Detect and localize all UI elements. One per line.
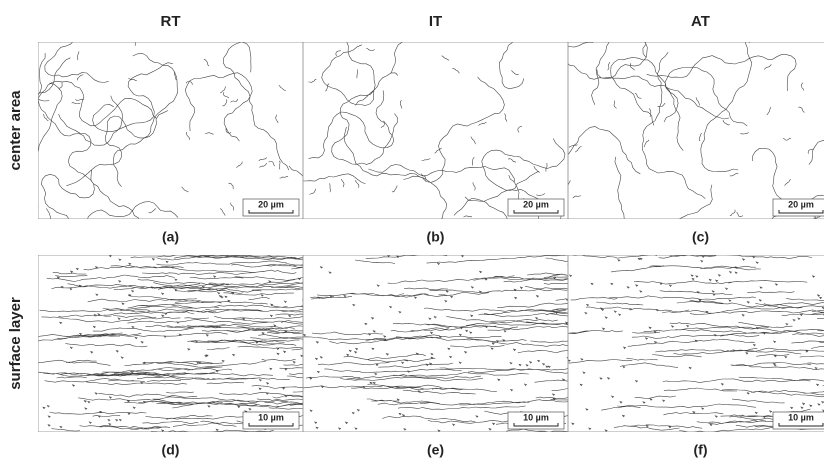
micrograph: 10 µm bbox=[559, 254, 824, 433]
column-header: AT bbox=[691, 13, 710, 30]
scale-bar-label: 20 µm bbox=[258, 199, 284, 209]
panel-caption: (b) bbox=[427, 229, 445, 245]
column-header: RT bbox=[161, 13, 181, 30]
row-label: surface layer bbox=[7, 297, 24, 390]
scale-bar-label: 20 µm bbox=[788, 199, 814, 209]
panel-bg bbox=[303, 42, 568, 219]
scale-bar-label: 20 µm bbox=[523, 199, 549, 209]
figure: RT IT AT center area 20 µm (a) 20 µm (b) 20 µm (c… bbox=[0, 0, 824, 460]
row-label: center area bbox=[7, 90, 24, 171]
panel-caption: (c) bbox=[692, 229, 709, 245]
panel-bg bbox=[38, 42, 303, 219]
panel-bg bbox=[303, 255, 568, 432]
scale-bar-label: 10 µm bbox=[523, 412, 549, 422]
panel-caption: (d) bbox=[162, 442, 180, 458]
scale-bar-label: 10 µm bbox=[788, 412, 814, 422]
panel-caption: (f) bbox=[694, 442, 708, 458]
scale-bar-label: 10 µm bbox=[258, 412, 284, 422]
panel-caption: (e) bbox=[427, 442, 444, 458]
column-header: IT bbox=[429, 13, 442, 30]
panel-caption: (a) bbox=[162, 229, 179, 245]
